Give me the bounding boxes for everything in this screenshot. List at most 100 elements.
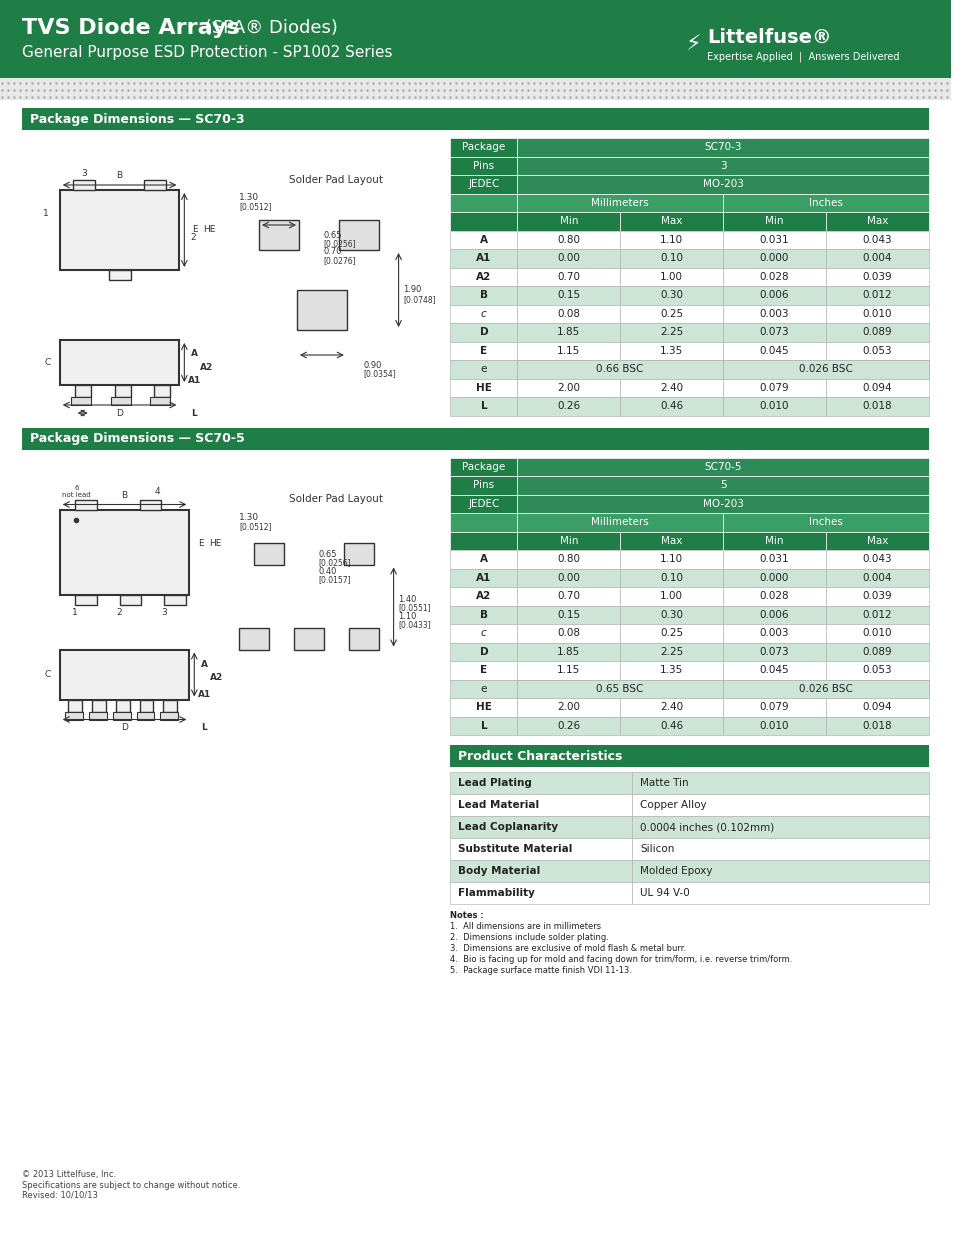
Bar (450, 287, 517, 305)
Bar (450, 157, 517, 175)
Text: Body Material: Body Material (457, 866, 540, 876)
Bar (722, 679, 825, 698)
Bar (450, 513, 927, 531)
Text: 2.40: 2.40 (659, 703, 682, 713)
Bar (60, 510, 189, 594)
Bar (450, 175, 517, 194)
Bar (450, 531, 517, 550)
Bar (517, 342, 619, 359)
Text: L: L (480, 721, 487, 731)
Bar (517, 550, 619, 568)
Bar (74, 499, 96, 510)
Bar (825, 679, 927, 698)
Bar (619, 396, 722, 415)
Text: A1: A1 (476, 573, 491, 583)
Text: 1: 1 (43, 210, 49, 219)
Bar (253, 542, 284, 564)
Text: 0.15: 0.15 (557, 610, 579, 620)
Bar (450, 212, 927, 231)
Bar (619, 642, 722, 661)
Bar (22, 107, 927, 130)
Bar (722, 513, 927, 531)
Bar (151, 396, 171, 405)
Text: 0.028: 0.028 (759, 272, 788, 282)
Text: Package: Package (462, 462, 505, 472)
Text: Min: Min (558, 216, 578, 226)
Bar (450, 157, 927, 175)
Text: 0.000: 0.000 (759, 253, 788, 263)
Bar (450, 550, 517, 568)
Text: C: C (45, 358, 51, 367)
Text: 0.30: 0.30 (659, 290, 682, 300)
Bar (619, 305, 722, 324)
Bar (619, 342, 722, 359)
Bar (825, 587, 927, 605)
Bar (619, 624, 722, 642)
Bar (619, 287, 722, 305)
Text: 0.10: 0.10 (659, 253, 682, 263)
Text: A1: A1 (197, 690, 211, 699)
Text: 0.045: 0.045 (759, 666, 788, 676)
Bar (825, 305, 927, 324)
Bar (517, 324, 619, 342)
Bar (619, 359, 722, 378)
Bar (450, 605, 517, 624)
Bar (722, 605, 825, 624)
Text: c: c (480, 629, 486, 638)
Text: 0.018: 0.018 (862, 401, 891, 411)
Text: Molded Epoxy: Molded Epoxy (639, 866, 712, 876)
Text: 0.65 BSC: 0.65 BSC (596, 684, 643, 694)
Bar (115, 699, 130, 711)
Bar (450, 249, 517, 268)
Text: [0.0512]: [0.0512] (239, 522, 272, 531)
Bar (450, 457, 517, 475)
Bar (349, 627, 378, 650)
Bar (450, 494, 517, 513)
Text: 2.25: 2.25 (659, 647, 682, 657)
Text: e: e (480, 684, 487, 694)
Bar (0, 78, 949, 100)
Bar (450, 839, 632, 860)
Bar (450, 212, 517, 231)
Text: [0.0256]: [0.0256] (318, 558, 351, 567)
Text: [0.0433]: [0.0433] (398, 620, 431, 629)
Bar (825, 531, 927, 550)
Bar (450, 231, 517, 249)
Bar (450, 531, 927, 550)
Text: [0.0512]: [0.0512] (239, 203, 272, 211)
Text: 5: 5 (719, 480, 725, 490)
Text: 0.003: 0.003 (759, 629, 788, 638)
Text: 0.00: 0.00 (557, 253, 579, 263)
Bar (65, 711, 83, 720)
Text: 0.0004 inches (0.102mm): 0.0004 inches (0.102mm) (639, 823, 774, 832)
Bar (825, 550, 927, 568)
Bar (450, 860, 632, 882)
Text: HE: HE (209, 538, 221, 548)
Bar (722, 231, 825, 249)
Bar (619, 249, 722, 268)
Bar (825, 342, 927, 359)
Bar (517, 175, 927, 194)
Text: 0.094: 0.094 (862, 703, 891, 713)
Bar (450, 624, 517, 642)
Text: Notes :: Notes : (450, 911, 483, 920)
Text: B: B (116, 172, 123, 180)
Text: 0.006: 0.006 (759, 290, 788, 300)
Text: 0.26: 0.26 (557, 721, 579, 731)
Bar (154, 385, 171, 396)
Bar (517, 661, 619, 679)
Text: 1.90: 1.90 (403, 285, 421, 294)
Text: [0.0748]: [0.0748] (403, 295, 436, 305)
Text: 0.010: 0.010 (862, 309, 891, 319)
Bar (68, 699, 82, 711)
Text: Pins: Pins (473, 480, 494, 490)
Bar (163, 699, 177, 711)
Text: D: D (121, 722, 128, 732)
Bar (450, 882, 632, 904)
Bar (619, 231, 722, 249)
Text: 0.80: 0.80 (557, 555, 579, 564)
Bar (164, 594, 186, 604)
Text: 0.25: 0.25 (659, 629, 682, 638)
Bar (450, 568, 517, 587)
Bar (450, 698, 517, 716)
